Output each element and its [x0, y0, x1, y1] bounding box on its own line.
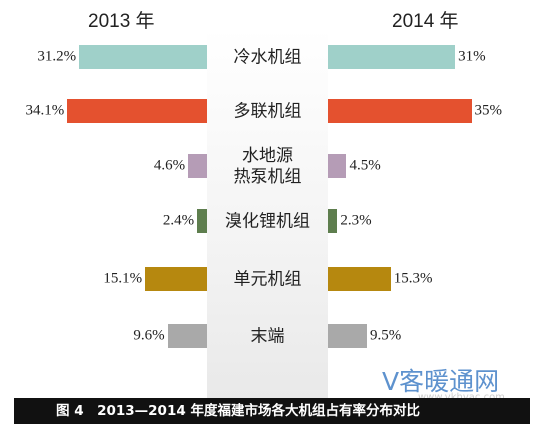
value-label: 9.5%	[369, 327, 402, 344]
value-label: 34.1%	[25, 102, 65, 119]
bar	[328, 45, 456, 69]
bar	[328, 267, 391, 291]
value-label: 9.6%	[133, 327, 165, 344]
series-header: 2014 年	[392, 11, 459, 32]
category-label: 单元机组	[233, 269, 302, 289]
bar	[167, 324, 207, 348]
watermark: V客暖通网	[382, 367, 500, 396]
category-label: 末端	[250, 326, 285, 346]
watermark: www.vkhvac.com	[418, 392, 505, 403]
category-label: 多联机组	[233, 101, 302, 121]
value-label: 15.1%	[103, 270, 143, 287]
value-label: 4.6%	[153, 157, 186, 174]
category-column	[207, 28, 328, 398]
value-label: 35%	[474, 102, 503, 119]
value-label: 31.2%	[37, 48, 77, 65]
bar	[67, 99, 207, 123]
category-label: 冷水机组	[233, 47, 302, 67]
bar	[328, 324, 367, 348]
value-label: 31%	[458, 48, 486, 65]
value-label: 15.3%	[393, 270, 433, 287]
bar	[328, 99, 472, 123]
bar	[328, 209, 338, 233]
bar	[197, 209, 207, 233]
bar	[145, 267, 207, 291]
value-label: 2.4%	[162, 212, 195, 229]
category-label: 溴化锂机组	[225, 211, 310, 231]
bar	[79, 45, 207, 69]
caption: 图 4 2013—2014 年度福建市场各大机组占有率分布对比	[14, 398, 530, 424]
bar	[328, 154, 347, 178]
bar	[188, 154, 207, 178]
value-label: 2.3%	[340, 212, 372, 229]
value-label: 4.5%	[349, 157, 381, 174]
series-header: 2013 年	[88, 11, 155, 32]
category-label: 水地源 热泵机组	[233, 146, 302, 186]
